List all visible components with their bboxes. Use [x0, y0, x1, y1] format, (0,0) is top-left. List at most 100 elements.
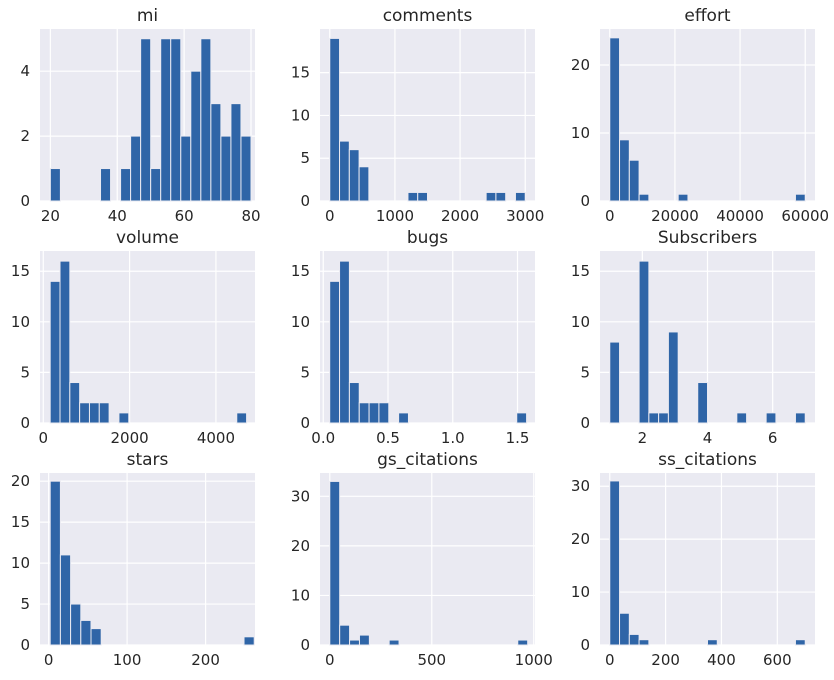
y-tick-label: 4: [20, 62, 30, 80]
histogram-bar: [100, 168, 112, 202]
panel-title: ss_citations: [658, 450, 757, 470]
y-tick-label: 0: [20, 192, 30, 210]
histogram-bar: [667, 331, 679, 424]
histogram-bar: [619, 612, 630, 646]
y-tick-label: 0: [20, 414, 30, 432]
x-tick-label: 100: [113, 651, 142, 669]
panel-title: effort: [684, 6, 731, 26]
histogram-bar: [495, 191, 507, 202]
x-tick-label: 600: [763, 651, 792, 669]
x-tick-label: 40000: [716, 207, 764, 225]
x-tick-label: 3000: [506, 207, 544, 225]
histogram-bar: [118, 412, 130, 424]
histogram-bar: [407, 191, 419, 202]
y-tick-label: 10: [571, 583, 590, 601]
y-tick-label: 10: [291, 106, 310, 124]
histogram-bar: [120, 168, 132, 202]
x-tick-label: 60: [175, 207, 194, 225]
y-tick-label: 5: [20, 363, 30, 381]
histogram-bar: [638, 639, 650, 646]
histogram-bar: [243, 636, 255, 646]
histogram-bar: [358, 166, 370, 202]
histogram-bar: [170, 38, 182, 202]
histogram-bar: [80, 619, 92, 646]
x-tick-label: 400: [707, 651, 736, 669]
histogram-bar: [180, 135, 192, 202]
histogram-bar: [398, 412, 409, 424]
histogram-bar: [220, 135, 232, 202]
panel-title: volume: [116, 228, 179, 248]
x-tick-label: 1.0: [441, 429, 465, 447]
histogram-bar: [648, 412, 660, 424]
histogram-panel-stars: stars 0 100 200 0 5 10 15 20: [11, 450, 255, 669]
histogram-bar: [609, 480, 621, 646]
histogram-bar: [59, 554, 72, 646]
panel-title: gs_citations: [377, 450, 478, 470]
y-tick-label: 10: [291, 313, 310, 331]
histogram-bar: [329, 280, 341, 424]
histogram-bar: [49, 480, 61, 646]
x-tick-label: 0.0: [311, 429, 335, 447]
panel-title: Subscribers: [658, 228, 758, 248]
y-tick-label: 0: [580, 192, 590, 210]
histogram-bar: [388, 639, 400, 646]
x-tick-label: 6: [768, 429, 778, 447]
y-tick-label: 15: [291, 262, 310, 280]
histogram-panel-gs-citations: gs_citations 0 500 1000 0 10 20 30: [291, 450, 553, 669]
x-tick-label: 4: [703, 429, 713, 447]
panel-title: comments: [383, 6, 473, 26]
y-tick-label: 10: [291, 586, 310, 604]
x-tick-label: 0.5: [376, 429, 400, 447]
y-tick-label: 10: [11, 313, 30, 331]
x-tick-label: 1.5: [506, 429, 530, 447]
y-tick-label: 30: [571, 477, 590, 495]
histogram-bar: [236, 412, 248, 424]
histogram-panel-subscribers: Subscribers 2 4 6 0 5 10 15: [571, 228, 815, 447]
histogram-bar: [765, 412, 777, 424]
histogram-bar: [230, 103, 242, 202]
histogram-bar: [150, 168, 162, 202]
histogram-panel-effort: effort 0 20000 40000 60000 0 10 20: [571, 6, 829, 225]
histogram-bar: [348, 382, 360, 424]
x-tick-label: 60000: [781, 207, 829, 225]
x-tick-label: 200: [191, 651, 220, 669]
y-tick-label: 0: [580, 414, 590, 432]
y-tick-label: 20: [571, 530, 590, 548]
histogram-panel-bugs: bugs 0.0 0.5 1.0 1.5 0 5 10 15: [291, 228, 535, 447]
histogram-bar: [339, 624, 351, 646]
x-tick-label: 0: [39, 429, 49, 447]
histogram-bar: [514, 191, 526, 202]
plot-area: [320, 473, 535, 645]
panel-title: mi: [137, 6, 158, 26]
y-tick-label: 2: [20, 127, 30, 145]
histogram-bar: [794, 639, 806, 646]
histogram-panel-comments: comments 0 1000 2000 3000 0 5 10 15: [291, 6, 544, 225]
panel-title: bugs: [407, 228, 448, 248]
histogram-panel-mi: mi 20 40 60 80 0 2 4: [20, 6, 260, 225]
histogram-bar: [339, 260, 350, 424]
x-tick-label: 2: [638, 429, 648, 447]
histogram-bar: [59, 260, 71, 424]
histogram-bar: [90, 628, 102, 646]
y-tick-label: 5: [300, 149, 310, 167]
x-tick-label: 0: [325, 207, 335, 225]
histogram-bar: [210, 103, 222, 202]
histogram-bar: [88, 402, 100, 424]
histogram-bar: [628, 633, 640, 646]
y-tick-label: 0: [300, 192, 310, 210]
histogram-bar: [485, 191, 497, 202]
histogram-bar: [49, 280, 61, 424]
x-tick-label: 0: [44, 651, 54, 669]
histogram-bar: [70, 603, 82, 646]
y-tick-label: 0: [20, 636, 30, 654]
histogram-bar: [638, 193, 650, 202]
x-tick-label: 200: [651, 651, 680, 669]
histogram-bar: [516, 412, 528, 424]
x-tick-label: 20000: [651, 207, 699, 225]
histogram-bar: [658, 412, 669, 424]
histogram-bar: [517, 639, 529, 646]
histogram-panel-volume: volume 0 2000 4000 0 5 10 15: [11, 228, 255, 447]
histogram-bar: [140, 38, 152, 202]
histogram-bar: [609, 37, 621, 202]
